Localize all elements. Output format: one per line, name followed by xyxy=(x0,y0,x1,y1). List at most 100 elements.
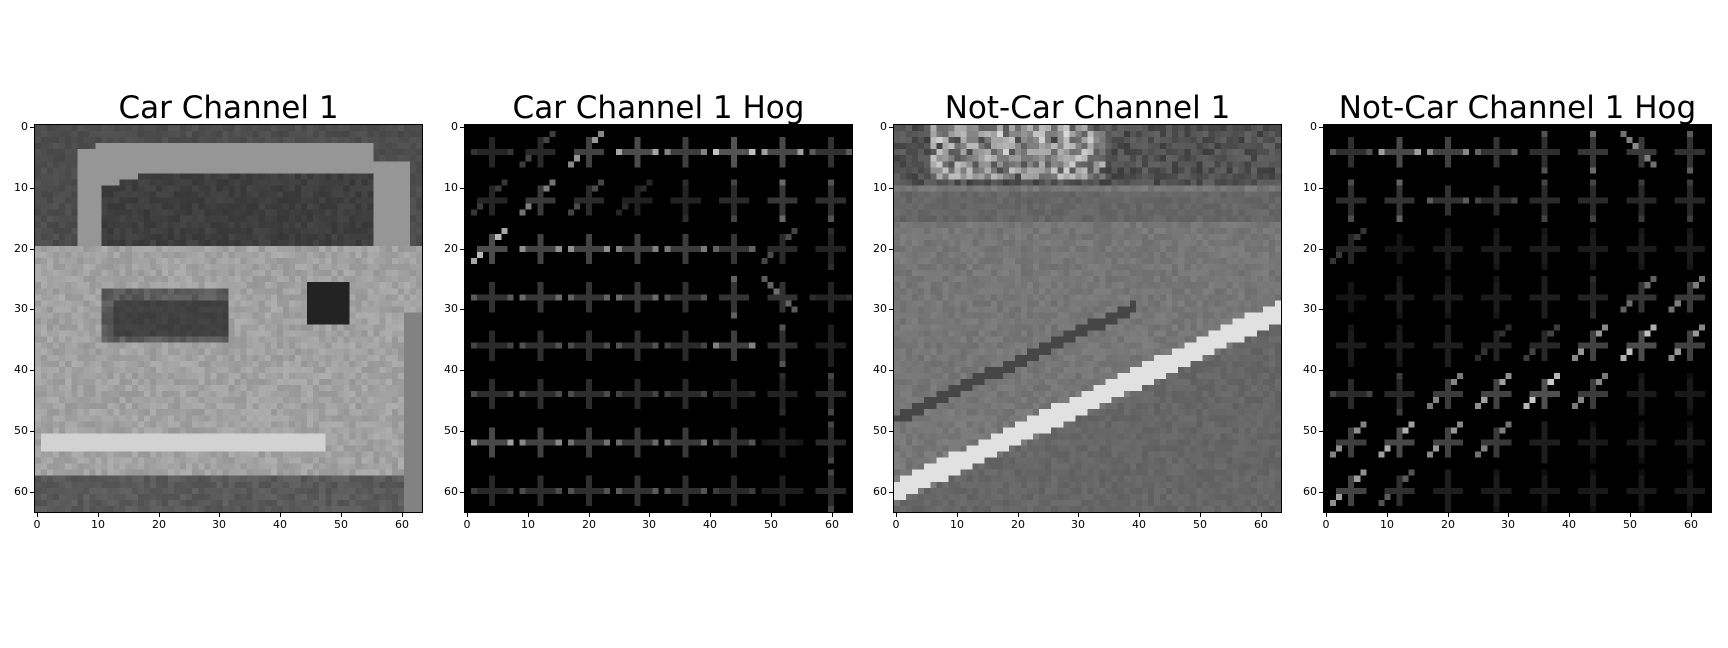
x-tick-mark xyxy=(37,513,38,517)
y-tick-label: 50 xyxy=(873,424,887,437)
x-tick-label: 20 xyxy=(1011,518,1025,531)
x-tick-label: 50 xyxy=(1623,518,1637,531)
y-tick-mark xyxy=(460,127,464,128)
y-tick-label: 0 xyxy=(1310,120,1317,133)
x-tick-label: 30 xyxy=(1501,518,1515,531)
y-tick-mark xyxy=(460,309,464,310)
x-tick-mark xyxy=(1261,513,1262,517)
x-tick-mark xyxy=(402,513,403,517)
y-tick-label: 30 xyxy=(14,302,28,315)
y-tick-label: 60 xyxy=(14,485,28,498)
y-tick-label: 50 xyxy=(444,424,458,437)
y-tick-mark xyxy=(1319,431,1323,432)
y-tick-label: 10 xyxy=(444,181,458,194)
panel-title: Car Channel 1 xyxy=(118,90,339,126)
x-tick-mark xyxy=(957,513,958,517)
y-tick-mark xyxy=(1319,370,1323,371)
y-tick-mark xyxy=(30,249,34,250)
y-tick-mark xyxy=(889,249,893,250)
y-tick-label: 40 xyxy=(444,363,458,376)
x-tick-label: 40 xyxy=(1562,518,1576,531)
y-tick-mark xyxy=(889,431,893,432)
x-tick-mark xyxy=(1139,513,1140,517)
x-tick-mark xyxy=(896,513,897,517)
panel-title: Not-Car Channel 1 xyxy=(944,90,1231,126)
x-tick-label: 30 xyxy=(1071,518,1085,531)
x-tick-mark xyxy=(589,513,590,517)
x-tick-mark xyxy=(159,513,160,517)
x-tick-label: 50 xyxy=(764,518,778,531)
x-tick-label: 0 xyxy=(892,518,900,531)
y-tick-label: 0 xyxy=(21,120,28,133)
x-tick-mark xyxy=(467,513,468,517)
image-axes xyxy=(1323,124,1712,513)
y-tick-label: 20 xyxy=(444,242,458,255)
y-tick-mark xyxy=(460,431,464,432)
x-tick-mark xyxy=(1018,513,1019,517)
x-tick-label: 0 xyxy=(33,518,41,531)
y-tick-label: 40 xyxy=(14,363,28,376)
x-tick-label: 40 xyxy=(273,518,287,531)
x-tick-label: 40 xyxy=(1132,518,1146,531)
y-tick-mark xyxy=(889,492,893,493)
x-tick-mark xyxy=(1387,513,1388,517)
x-tick-label: 30 xyxy=(642,518,656,531)
y-tick-mark xyxy=(1319,249,1323,250)
y-tick-label: 30 xyxy=(873,302,887,315)
x-tick-mark xyxy=(1691,513,1692,517)
x-tick-label: 30 xyxy=(212,518,226,531)
y-tick-label: 10 xyxy=(1303,181,1317,194)
y-tick-mark xyxy=(1319,127,1323,128)
x-tick-mark xyxy=(1508,513,1509,517)
y-tick-label: 10 xyxy=(873,181,887,194)
y-tick-label: 60 xyxy=(444,485,458,498)
car-grayscale-image xyxy=(35,125,422,512)
y-tick-mark xyxy=(1319,492,1323,493)
y-tick-label: 20 xyxy=(14,242,28,255)
x-tick-label: 50 xyxy=(1193,518,1207,531)
x-tick-mark xyxy=(649,513,650,517)
y-tick-label: 0 xyxy=(880,120,887,133)
y-tick-label: 40 xyxy=(1303,363,1317,376)
x-tick-mark xyxy=(219,513,220,517)
x-tick-mark xyxy=(1326,513,1327,517)
x-tick-mark xyxy=(1078,513,1079,517)
panel-title: Not-Car Channel 1 Hog xyxy=(1338,90,1697,126)
image-axes xyxy=(464,124,853,513)
panel-notcar-channel: Not-Car Channel 1 0 10 20 30 40 50 60 0 10 20 30 40… xyxy=(873,90,1282,531)
x-tick-mark xyxy=(98,513,99,517)
y-tick-mark xyxy=(889,309,893,310)
y-tick-mark xyxy=(30,492,34,493)
x-tick-label: 10 xyxy=(950,518,964,531)
y-tick-mark xyxy=(30,431,34,432)
x-tick-label: 20 xyxy=(152,518,166,531)
y-tick-label: 30 xyxy=(444,302,458,315)
x-tick-label: 20 xyxy=(1441,518,1455,531)
panel-title: Car Channel 1 Hog xyxy=(512,90,805,126)
y-tick-label: 0 xyxy=(451,120,458,133)
x-tick-label: 0 xyxy=(463,518,471,531)
y-tick-label: 20 xyxy=(873,242,887,255)
x-tick-label: 10 xyxy=(91,518,105,531)
x-tick-mark xyxy=(1448,513,1449,517)
image-axes xyxy=(893,124,1282,513)
x-tick-label: 60 xyxy=(825,518,839,531)
y-tick-mark xyxy=(30,188,34,189)
panel-car-channel: Car Channel 1 0 10 20 30 40 50 60 0 10 20 30 40 50 60 xyxy=(0,0,430,648)
x-tick-label: 60 xyxy=(395,518,409,531)
y-tick-mark xyxy=(1319,188,1323,189)
car-hog-image xyxy=(465,125,852,512)
y-tick-label: 30 xyxy=(1303,302,1317,315)
x-tick-label: 0 xyxy=(1322,518,1330,531)
y-tick-label: 20 xyxy=(1303,242,1317,255)
x-tick-mark xyxy=(280,513,281,517)
x-tick-mark xyxy=(528,513,529,517)
x-tick-mark xyxy=(771,513,772,517)
y-tick-label: 50 xyxy=(1303,424,1317,437)
x-tick-mark xyxy=(1569,513,1570,517)
y-tick-label: 60 xyxy=(1303,485,1317,498)
x-tick-label: 40 xyxy=(703,518,717,531)
y-tick-mark xyxy=(30,127,34,128)
x-tick-mark xyxy=(710,513,711,517)
